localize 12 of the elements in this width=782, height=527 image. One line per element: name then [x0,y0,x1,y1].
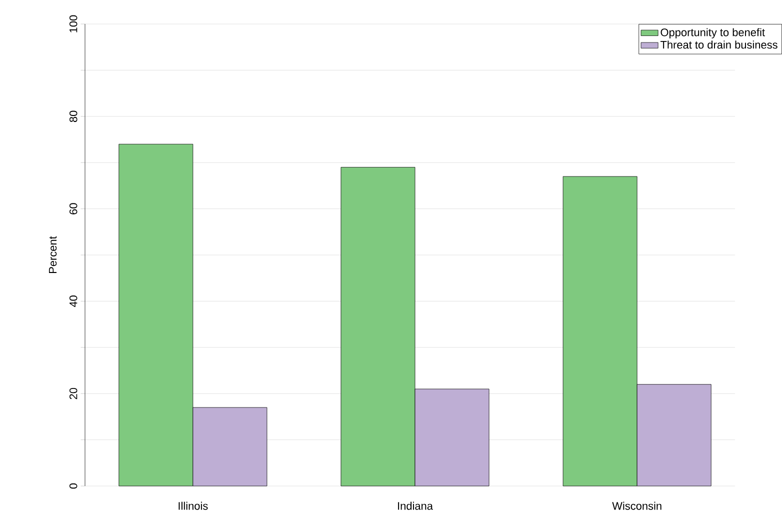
legend-label: Threat to drain business [660,40,778,49]
y-tick-label: 100 [69,15,78,32]
legend-label: Opportunity to benefit [660,28,765,38]
y-tick-label: 20 [69,388,78,400]
x-tick-label: Wisconsin [612,502,662,510]
y-tick-label: 60 [69,203,78,214]
y-axis-title: Percent [48,236,57,273]
x-tick-label: Illinois [178,502,208,510]
y-tick-label: 80 [69,110,78,122]
y-tick-label: 40 [69,296,78,308]
x-tick-label: Indiana [398,502,433,510]
y-tick-label: 0 [69,483,78,489]
